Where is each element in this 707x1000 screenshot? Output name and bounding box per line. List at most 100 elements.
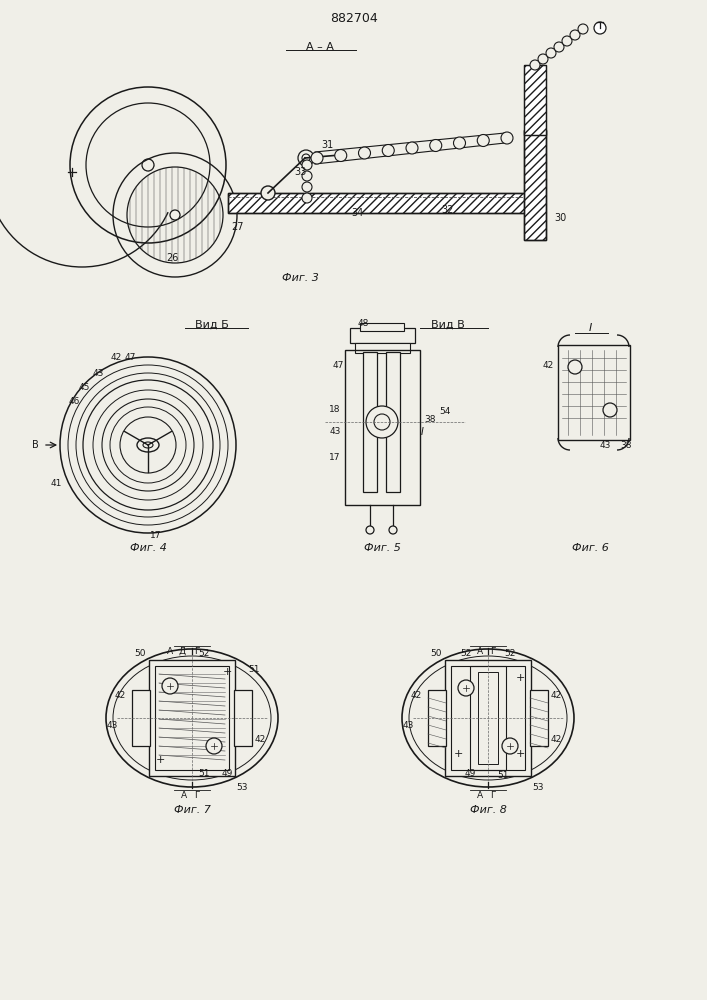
Bar bbox=[478, 672, 498, 764]
Text: 50: 50 bbox=[134, 648, 146, 658]
Text: 30: 30 bbox=[554, 213, 566, 223]
Text: 53: 53 bbox=[236, 784, 247, 792]
Text: Фиг. 5: Фиг. 5 bbox=[363, 543, 400, 553]
Bar bbox=[524, 130, 546, 240]
Circle shape bbox=[302, 182, 312, 192]
Text: 46: 46 bbox=[69, 397, 80, 406]
Bar bbox=[363, 352, 377, 492]
Text: 42: 42 bbox=[115, 692, 126, 700]
Circle shape bbox=[594, 22, 606, 34]
Text: 32: 32 bbox=[442, 205, 454, 215]
Circle shape bbox=[502, 738, 518, 754]
Bar bbox=[149, 660, 235, 776]
Circle shape bbox=[578, 24, 588, 34]
Bar bbox=[234, 690, 252, 746]
Text: В: В bbox=[32, 440, 38, 450]
Text: 42: 42 bbox=[110, 353, 122, 361]
Text: Г: Г bbox=[490, 792, 496, 800]
Text: 43: 43 bbox=[329, 428, 341, 436]
Text: +: + bbox=[156, 755, 165, 765]
Circle shape bbox=[358, 147, 370, 159]
Text: Г: Г bbox=[490, 647, 496, 656]
Text: 43: 43 bbox=[402, 722, 414, 730]
Bar bbox=[470, 666, 506, 770]
Circle shape bbox=[170, 210, 180, 220]
Text: 51: 51 bbox=[497, 772, 509, 780]
Bar bbox=[386, 352, 400, 492]
Bar bbox=[345, 350, 420, 505]
Text: Вид В: Вид В bbox=[431, 320, 465, 330]
Circle shape bbox=[366, 526, 374, 534]
Bar bbox=[530, 690, 548, 746]
Bar bbox=[445, 660, 531, 776]
Bar bbox=[228, 193, 526, 213]
Text: 52: 52 bbox=[198, 648, 210, 658]
Circle shape bbox=[570, 30, 580, 40]
Text: +: + bbox=[515, 673, 525, 683]
Circle shape bbox=[302, 193, 312, 203]
Circle shape bbox=[162, 678, 178, 694]
Text: 42: 42 bbox=[255, 736, 266, 744]
Text: А: А bbox=[167, 647, 173, 656]
Bar bbox=[428, 690, 446, 746]
Bar bbox=[155, 666, 229, 770]
Text: 33: 33 bbox=[294, 167, 306, 177]
Text: 51: 51 bbox=[248, 666, 259, 674]
Text: 42: 42 bbox=[550, 692, 561, 700]
Circle shape bbox=[374, 414, 390, 430]
Circle shape bbox=[261, 186, 275, 200]
Circle shape bbox=[568, 360, 582, 374]
Text: 27: 27 bbox=[232, 222, 244, 232]
Text: 47: 47 bbox=[124, 354, 136, 362]
Text: 51: 51 bbox=[198, 770, 210, 778]
Circle shape bbox=[430, 139, 442, 151]
Text: Фиг. 6: Фиг. 6 bbox=[571, 543, 609, 553]
Circle shape bbox=[302, 171, 312, 181]
Text: 17: 17 bbox=[329, 454, 341, 462]
Circle shape bbox=[206, 738, 222, 754]
Text: 52: 52 bbox=[460, 648, 472, 658]
Text: 34: 34 bbox=[351, 208, 363, 218]
Text: +: + bbox=[515, 749, 525, 759]
Text: 47: 47 bbox=[332, 360, 344, 369]
Text: 42: 42 bbox=[410, 692, 421, 700]
Circle shape bbox=[477, 134, 489, 146]
Text: 17: 17 bbox=[151, 530, 162, 540]
Text: 43: 43 bbox=[600, 440, 611, 450]
Circle shape bbox=[546, 48, 556, 58]
Text: I: I bbox=[588, 323, 592, 333]
Bar bbox=[524, 65, 546, 135]
Bar bbox=[355, 343, 410, 353]
Text: 18: 18 bbox=[329, 406, 341, 414]
Text: 42: 42 bbox=[550, 736, 561, 744]
Text: 31: 31 bbox=[321, 140, 333, 150]
Text: 54: 54 bbox=[439, 408, 450, 416]
Circle shape bbox=[562, 36, 572, 46]
Text: 53: 53 bbox=[532, 784, 544, 792]
Text: А: А bbox=[181, 792, 187, 800]
Text: Г: Г bbox=[194, 792, 200, 800]
Text: 43: 43 bbox=[106, 722, 117, 730]
Text: Г: Г bbox=[194, 647, 200, 656]
Circle shape bbox=[603, 403, 617, 417]
Text: 38: 38 bbox=[424, 416, 436, 424]
Circle shape bbox=[142, 159, 154, 171]
Text: Д: Д bbox=[178, 647, 185, 656]
Bar bbox=[132, 690, 150, 746]
Text: 49: 49 bbox=[221, 770, 233, 778]
Text: +: + bbox=[453, 749, 462, 759]
Text: А: А bbox=[477, 792, 483, 800]
Text: Вид Б: Вид Б bbox=[195, 320, 229, 330]
Text: 42: 42 bbox=[542, 360, 554, 369]
Text: 49: 49 bbox=[464, 770, 476, 778]
Text: А: А bbox=[477, 647, 483, 656]
Circle shape bbox=[538, 54, 548, 64]
Text: 50: 50 bbox=[431, 648, 442, 658]
Text: 52: 52 bbox=[504, 648, 515, 658]
Text: 38: 38 bbox=[620, 440, 632, 450]
Circle shape bbox=[366, 406, 398, 438]
Text: 882704: 882704 bbox=[330, 11, 378, 24]
Text: Фиг. 7: Фиг. 7 bbox=[173, 805, 211, 815]
Text: 41: 41 bbox=[50, 479, 62, 488]
Circle shape bbox=[406, 142, 418, 154]
